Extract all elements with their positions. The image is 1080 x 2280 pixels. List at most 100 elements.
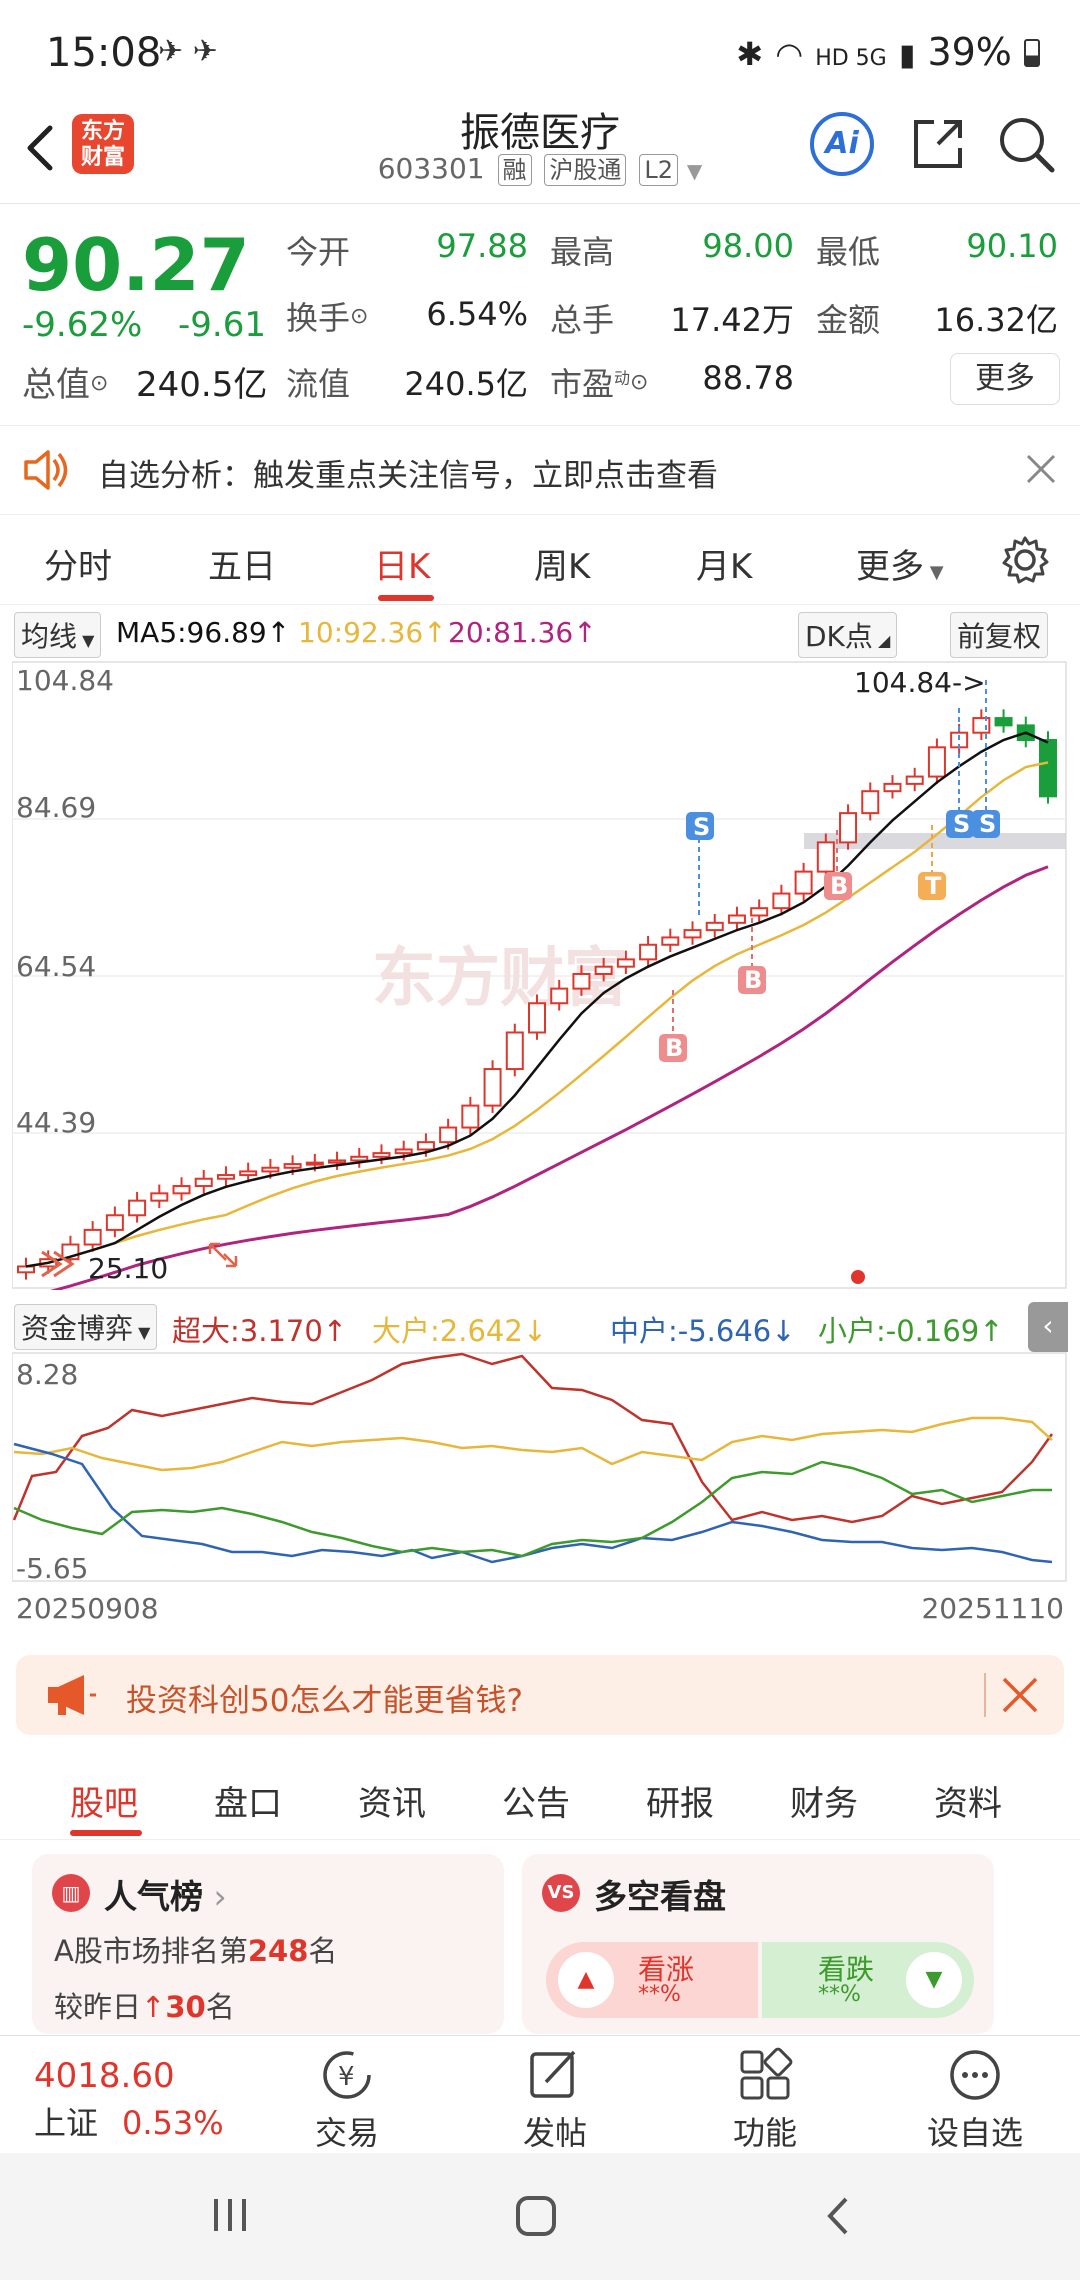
candle-body — [394, 1148, 413, 1155]
y-label-1: 84.69 — [16, 791, 96, 824]
sentiment-card[interactable]: VS 多空看盘 ▲ 看涨 **% 看跌 **% ▼ — [522, 1854, 994, 2034]
info-tabs: 股吧 盘口 资讯 公告 研报 财务 资料 — [0, 1750, 1080, 1840]
chevron-right-icon: › — [203, 1877, 227, 1916]
nav-post[interactable]: 发帖 — [522, 2114, 587, 2152]
y-label-0: 104.84 — [16, 664, 114, 697]
candle-body — [772, 892, 791, 910]
notice-bar[interactable]: 自选分析：触发重点关注信号，立即点击查看 — [0, 425, 1080, 515]
bear-button[interactable]: 看跌 **% ▼ — [762, 1942, 974, 2018]
notice-text: 自选分析：触发重点关注信号，立即点击查看 — [98, 458, 718, 494]
signal-b-marker[interactable] — [824, 872, 852, 900]
info-icon[interactable]: ⊙ — [350, 304, 369, 329]
candle-body — [839, 812, 858, 844]
y-label-3: 44.39 — [16, 1106, 96, 1139]
candle-body — [683, 929, 702, 939]
dropdown-icon: ▼ — [686, 159, 703, 183]
chart-icon: ▥ — [52, 1874, 90, 1912]
feature-cards: ▥ 人气榜 › A股市场排名第248名 较昨日↑30名 VS 多空看盘 ▲ 看涨… — [0, 1840, 1080, 2035]
nav-features[interactable]: 功能 — [732, 2114, 797, 2152]
share-icon — [914, 120, 962, 168]
back-system-button[interactable] — [818, 2193, 858, 2243]
candle-body — [705, 921, 724, 932]
dropdown-icon: ▼ — [924, 562, 944, 583]
rank-suffix: 名 — [308, 1934, 338, 1968]
bull-button[interactable]: ▲ 看涨 **% — [546, 1942, 758, 2018]
signal-b-marker[interactable] — [738, 966, 766, 994]
stock-code-row[interactable]: 603301 融 沪股通 L2 ▼ — [0, 152, 1080, 186]
tab-monthly-k[interactable]: 月K — [696, 547, 753, 587]
more-button[interactable]: 更多 — [950, 353, 1060, 405]
ai-button[interactable]: Ai — [810, 112, 874, 176]
close-notice-button[interactable] — [1024, 452, 1058, 490]
svg-text:¥: ¥ — [338, 2062, 355, 2092]
ma5-value: MA5:96.89↑ — [116, 616, 291, 649]
tab-weekly-k[interactable]: 周K — [534, 547, 591, 587]
sentiment-title: 多空看盘 — [594, 1877, 726, 1916]
dk-point-label: DK点 — [805, 620, 873, 653]
tab-daily-k[interactable]: 日K — [374, 547, 431, 587]
status-bar: 15:08 ✈ ✈ ✱ ◠ HD 5G ▮ 39% — [0, 0, 1080, 100]
signal-s-marker[interactable] — [946, 810, 974, 838]
event-dot[interactable] — [851, 1270, 865, 1284]
date-start: 20250908 — [16, 1592, 159, 1625]
fund-flow-chart[interactable]: 8.28 -5.65 — [12, 1352, 1068, 1582]
nav-trade[interactable]: 交易 — [314, 2114, 379, 2152]
popularity-card[interactable]: ▥ 人气榜 › A股市场排名第248名 较昨日↑30名 — [32, 1854, 504, 2034]
share-button[interactable] — [908, 114, 968, 178]
open-label: 今开 — [286, 233, 351, 271]
candle-body — [216, 1174, 235, 1180]
flow-selector[interactable]: 资金博弈 ▼ — [14, 1304, 158, 1350]
tag-margin: 融 — [497, 154, 532, 186]
candle-body — [816, 841, 835, 873]
flow-mid: 中户:-5.646↓ — [610, 1314, 796, 1348]
chart-tabs: 分时 五日 日K 周K 月K 更多 ▼ — [0, 515, 1080, 605]
index-ticker[interactable]: 4018.60 上证 0.53% — [34, 2056, 224, 2144]
app-logo[interactable]: 东方财富 — [72, 114, 134, 174]
candle-body — [239, 1170, 258, 1177]
adjust-button[interactable]: 前复权 — [950, 612, 1049, 658]
rank-value: 248 — [247, 1934, 309, 1968]
signal-s-marker[interactable] — [686, 812, 714, 840]
tab-finance[interactable]: 财务 — [790, 1784, 858, 1824]
info-icon[interactable]: ⊙ — [630, 370, 649, 395]
signal-s-marker[interactable] — [972, 810, 1000, 838]
signal-t-marker[interactable] — [918, 872, 946, 900]
tab-news[interactable]: 资讯 — [358, 1784, 426, 1824]
chart-settings-button[interactable] — [1000, 535, 1050, 589]
home-button[interactable] — [512, 2193, 560, 2243]
tab-timeshare[interactable]: 分时 — [44, 547, 112, 587]
tab-profile[interactable]: 资料 — [934, 1784, 1002, 1824]
indicator-selector-label: 均线 — [21, 620, 78, 653]
low-annotation: 25.10 — [88, 1252, 168, 1285]
tab-research[interactable]: 研报 — [646, 1784, 714, 1824]
tab-announcements[interactable]: 公告 — [502, 1784, 570, 1824]
tab-forum[interactable]: 股吧 — [70, 1784, 138, 1824]
flow-line-mid — [13, 1442, 1053, 1564]
close-promo-button[interactable] — [1000, 1675, 1040, 1719]
tag-connect: 沪股通 — [544, 154, 627, 186]
turnover-label: 换手⊙ — [286, 293, 368, 339]
indicator-selector[interactable]: 均线 ▼ — [14, 612, 102, 658]
tab-five-day[interactable]: 五日 — [208, 547, 276, 587]
range-arrow-icon[interactable] — [41, 1250, 75, 1278]
collapse-panel-button[interactable]: ‹ — [1028, 1302, 1068, 1352]
signal-b-marker[interactable] — [659, 1034, 687, 1062]
kline-chart[interactable]: 东方财富 104.84 84.69 64.54 44.39 S B B B T … — [12, 660, 1068, 1290]
tab-underline — [378, 595, 434, 601]
bear-value: **% — [818, 1982, 861, 2007]
search-button[interactable] — [996, 114, 1058, 180]
info-icon[interactable]: ⊙ — [90, 371, 109, 396]
recent-apps-button[interactable] — [210, 2195, 254, 2239]
dk-point-button[interactable]: DK点 ◢ — [798, 612, 898, 658]
bluetooth-icon: ✱ — [736, 35, 764, 73]
tab-more[interactable]: 更多 ▼ — [856, 539, 944, 588]
candle-body — [594, 965, 613, 975]
back-button[interactable] — [18, 118, 62, 182]
signal-s-label: S — [693, 813, 710, 841]
nav-add-watchlist[interactable]: 设自选 — [926, 2114, 1023, 2152]
signal-s-label: S — [953, 810, 970, 838]
signal-b-label: B — [744, 966, 762, 994]
expand-icon[interactable] — [208, 1242, 238, 1268]
promo-banner[interactable]: 投资科创50怎么才能更省钱? — [16, 1655, 1064, 1735]
tab-orderbook[interactable]: 盘口 — [214, 1784, 282, 1824]
